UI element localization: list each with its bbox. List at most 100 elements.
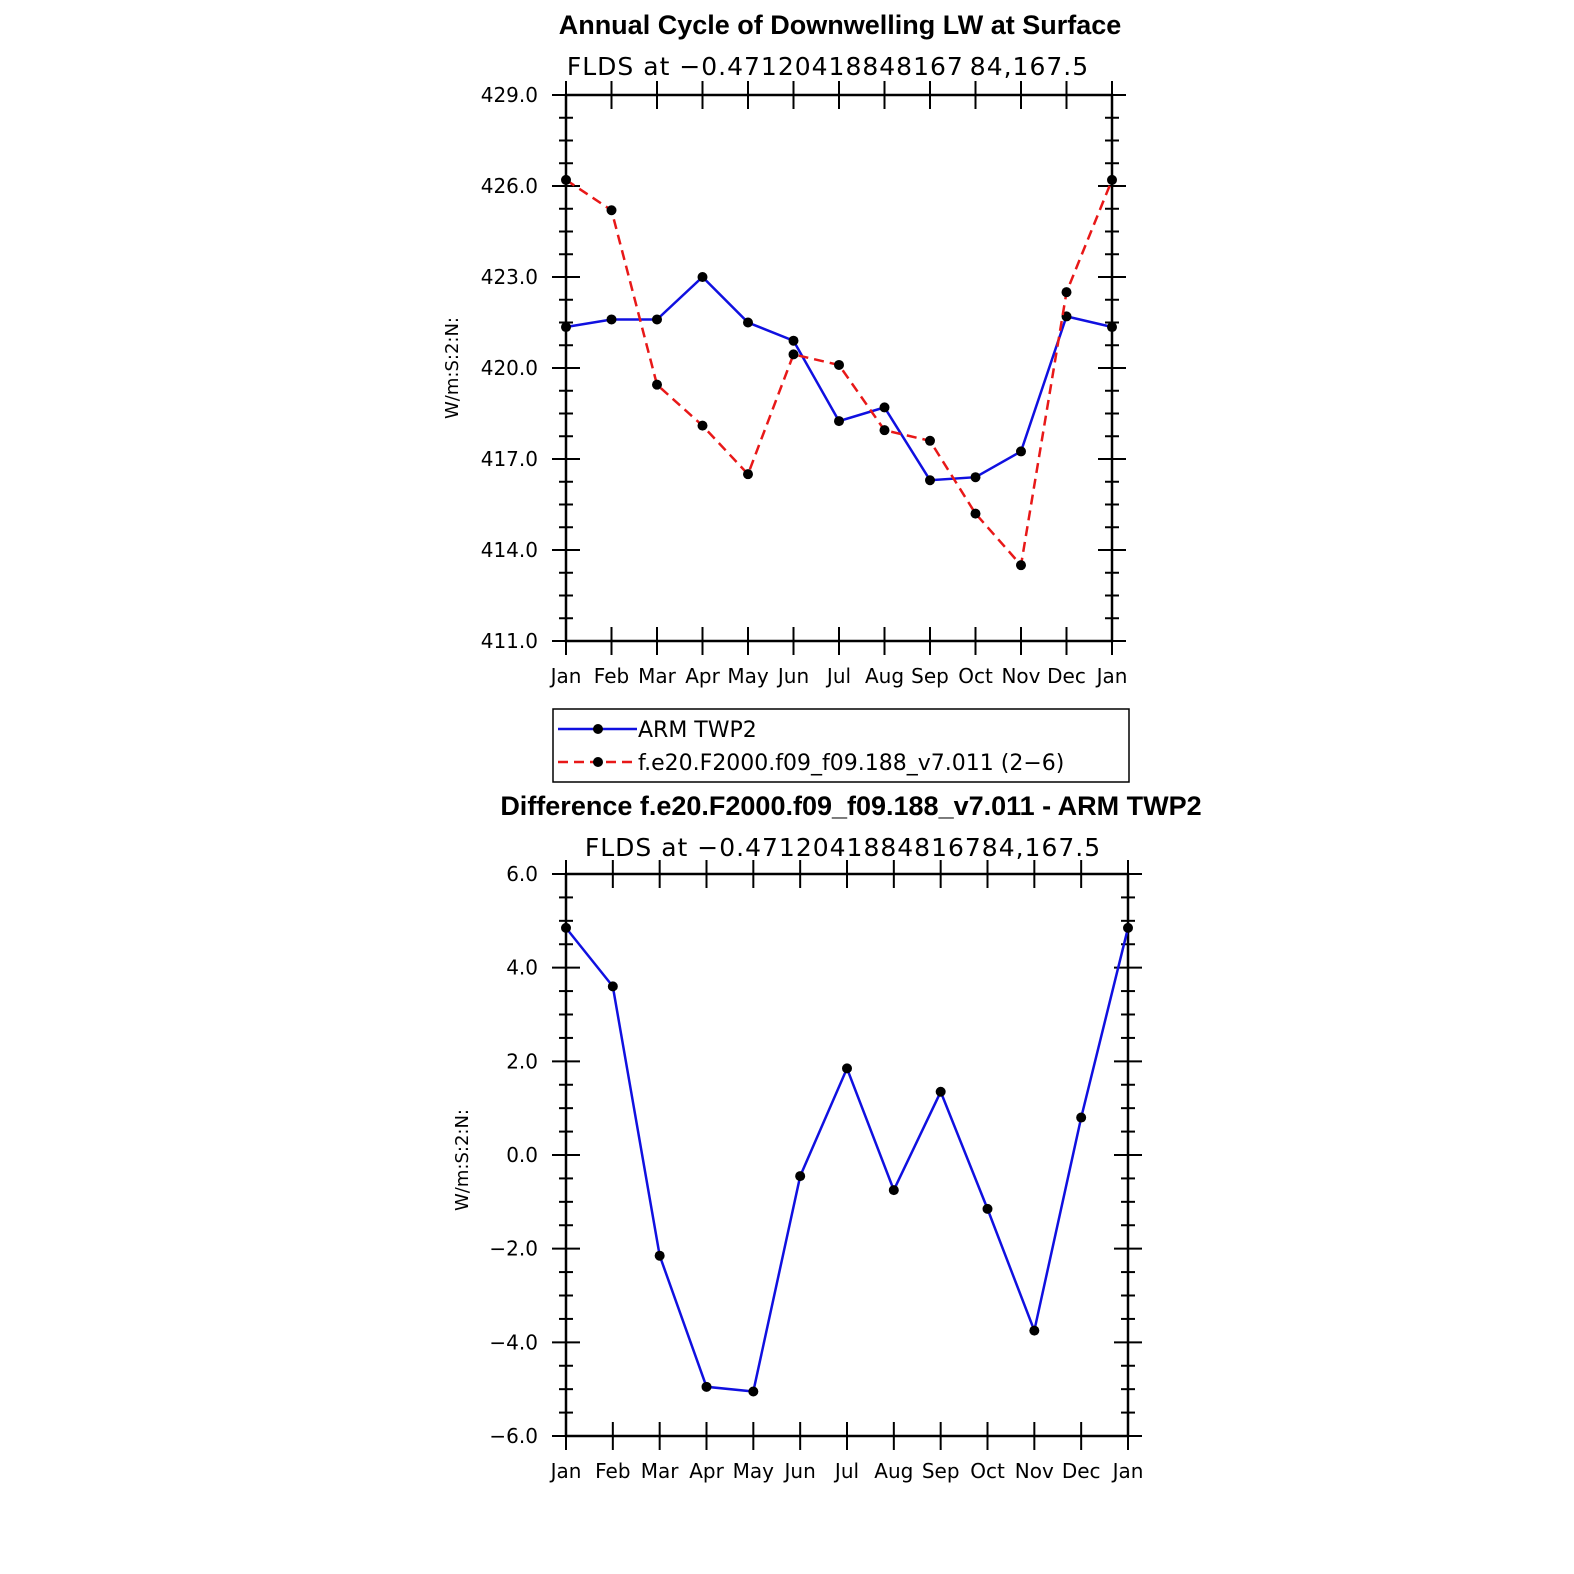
y-tick-label: 0.0 (506, 1143, 538, 1167)
y-tick-label: −4.0 (489, 1330, 538, 1354)
x-tick-label: Jan (549, 1459, 582, 1483)
y-tick-label: 426.0 (481, 174, 538, 198)
series-0-point (788, 335, 799, 346)
x-tick-label: Sep (922, 1459, 960, 1483)
legend-label-arm: ARM TWP2 (638, 718, 757, 743)
x-tick-label: Jan (1095, 664, 1128, 688)
plot-area: 411.0 414.0 417.0 420.0 423.0 426.0 429.0 Jan Fe… (481, 81, 1128, 688)
series-0-point (1076, 1112, 1087, 1123)
legend-box (552, 708, 1130, 783)
series-0-point (1123, 922, 1133, 933)
y-tick-label: 6.0 (506, 862, 538, 886)
x-tick-label: Jul (833, 1459, 859, 1483)
x-tick-label: Dec (1047, 664, 1086, 688)
legend-marker-model (593, 757, 603, 767)
y-tick-label: 423.0 (481, 265, 538, 289)
difference-panel: Difference f.e20.F2000.f09_f09.188_v7.01… (452, 791, 1202, 1483)
chart-title: Difference f.e20.F2000.f09_f09.188_v7.01… (500, 791, 1201, 821)
series-0-point (654, 1250, 665, 1261)
series-0-point (607, 981, 618, 992)
x-tick-label: May (733, 1459, 775, 1483)
series-0-point (743, 317, 753, 328)
series-0-point (842, 1063, 852, 1074)
x-tick-label: Jun (783, 1459, 816, 1483)
series-0-point (561, 322, 571, 333)
chart-subtitle: FLDS at −0.47120418848167 84,167.5 (567, 52, 1089, 81)
series-0-point (606, 314, 617, 325)
y-tick-label: 417.0 (481, 447, 538, 471)
x-tick-label: Mar (641, 1459, 680, 1483)
x-tick-label: Jul (825, 664, 851, 688)
series-1-point (561, 174, 571, 185)
series-0-point (701, 1381, 712, 1392)
series-0-point (982, 1203, 993, 1214)
x-tick-label: Mar (638, 664, 677, 688)
series-1-point (697, 420, 708, 431)
legend: ARM TWP2 f.e20.F2000.f09_f09.188_v7.011 … (552, 708, 1130, 783)
series-0-point (697, 272, 708, 282)
series-1-point (652, 379, 662, 390)
series-1-point (1061, 287, 1072, 298)
series-0-point (561, 922, 571, 933)
y-tick-label: −6.0 (489, 1424, 538, 1448)
plot-area: −6.0 −4.0 −2.0 0.0 2.0 4.0 6.0 Jan Feb Mar Apr May J… (489, 860, 1143, 1483)
y-axis-label: W/m:S:2:N: (442, 317, 463, 419)
series-line-1 (565, 178, 1114, 568)
y-tick-label: −2.0 (489, 1237, 538, 1261)
x-tick-label: May (727, 664, 769, 688)
annual-cycle-panel: Annual Cycle of Downwelling LW at Surfac… (442, 10, 1127, 688)
series-0-point (1016, 446, 1026, 457)
series-0-point (1029, 1325, 1040, 1336)
x-tick-label: Jan (549, 664, 582, 688)
series-1-point (879, 425, 890, 436)
series-0-point (888, 1185, 899, 1196)
series-1-point (788, 349, 799, 360)
x-tick-label: Oct (970, 1459, 1005, 1483)
y-tick-label: 420.0 (481, 356, 538, 380)
x-tick-label: Aug (865, 664, 904, 688)
y-tick-label: 429.0 (481, 83, 538, 107)
series-0-point (652, 314, 662, 325)
legend-marker-arm (593, 724, 603, 734)
x-tick-label: Feb (594, 664, 629, 688)
series-1-point (743, 469, 753, 480)
series-line-0 (565, 927, 1130, 1393)
legend-entry-model: f.e20.F2000.f09_f09.188_v7.011 (2−6) (558, 751, 1064, 776)
series-0-point (795, 1171, 806, 1182)
series-1-point (606, 205, 617, 216)
x-tick-label: Jun (776, 664, 809, 688)
series-0-point (935, 1086, 946, 1097)
x-tick-label: Nov (1015, 1459, 1054, 1483)
x-tick-label: Apr (685, 664, 720, 688)
x-tick-label: Feb (595, 1459, 630, 1483)
series-line-0 (565, 275, 1113, 482)
legend-entry-arm: ARM TWP2 (558, 718, 757, 743)
y-axis-label: W/m:S:2:N: (452, 1109, 473, 1211)
y-tick-label: 2.0 (506, 1049, 538, 1073)
series-1-point (1016, 560, 1026, 571)
x-tick-label: Nov (1001, 664, 1040, 688)
series-1-point (834, 359, 844, 370)
chart-title: Annual Cycle of Downwelling LW at Surfac… (559, 10, 1122, 40)
series-0-point (834, 416, 844, 427)
x-tick-label: Aug (874, 1459, 913, 1483)
y-tick-label: 411.0 (481, 629, 538, 653)
x-tick-label: Sep (911, 664, 949, 688)
legend-label-model: f.e20.F2000.f09_f09.188_v7.011 (2−6) (638, 751, 1064, 776)
y-tick-label: 4.0 (506, 956, 538, 980)
series-0-point (925, 475, 935, 486)
series-1-point (970, 508, 981, 519)
y-tick-label: 414.0 (481, 538, 538, 562)
x-tick-label: Jan (1111, 1459, 1144, 1483)
chart-subtitle: FLDS at −0.4712041884816784,167.5 (585, 833, 1101, 862)
series-1-point (925, 435, 935, 446)
x-tick-label: Dec (1062, 1459, 1101, 1483)
series-1-point (1107, 174, 1117, 185)
x-tick-label: Apr (689, 1459, 724, 1483)
series-0-point (1107, 322, 1117, 333)
series-0-point (879, 402, 890, 413)
series-0-point (970, 472, 981, 483)
plot-frame (564, 872, 1130, 1438)
series-0-point (748, 1386, 759, 1397)
